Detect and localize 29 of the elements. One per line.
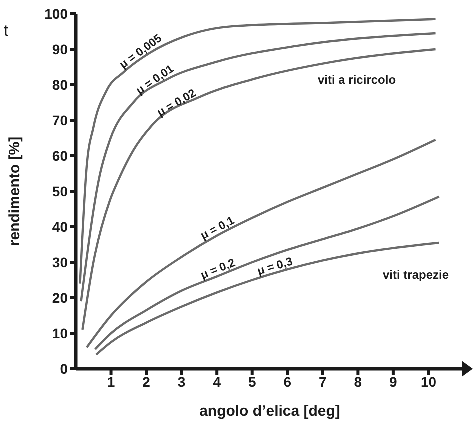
y-tick-label: 90 (52, 41, 68, 58)
x-tick-label: 1 (107, 374, 116, 390)
y-tick-label: 80 (52, 76, 68, 93)
y-tick-label: 20 (52, 290, 68, 306)
y-tick-label: 70 (52, 112, 68, 128)
y-tick-label: 10 (52, 325, 68, 342)
x-tick-label: 4 (213, 374, 222, 390)
x-axis-title: angolo d’elica [deg] (200, 403, 340, 420)
y-tick-label: 100 (44, 6, 68, 22)
x-tick-label: 3 (178, 374, 186, 390)
x-tick-label: 6 (284, 374, 292, 390)
y-tick-label: 0 (60, 360, 68, 377)
annotation: viti a ricircolo (318, 73, 396, 87)
y-tick-label: 50 (52, 183, 68, 200)
text: t (4, 23, 9, 40)
x-tick-label: 7 (319, 374, 328, 390)
y-axis-title: rendimento [%] (6, 136, 24, 246)
x-tick-label: 9 (390, 374, 398, 390)
text: μ = 0,3 (256, 256, 294, 278)
text: μ = 0,1 (199, 214, 238, 242)
x-tick-label: 2 (142, 374, 151, 390)
y-tick-label: 40 (52, 218, 68, 235)
y-tick-label: 60 (52, 148, 68, 164)
annotation: viti trapezie (383, 268, 450, 282)
x-tick-label: 10 (420, 374, 437, 390)
y-tick-label: 30 (52, 254, 68, 270)
x-tick-label: 5 (248, 374, 256, 390)
x-tick-label: 8 (354, 374, 362, 390)
text: μ = 0,2 (199, 257, 238, 282)
